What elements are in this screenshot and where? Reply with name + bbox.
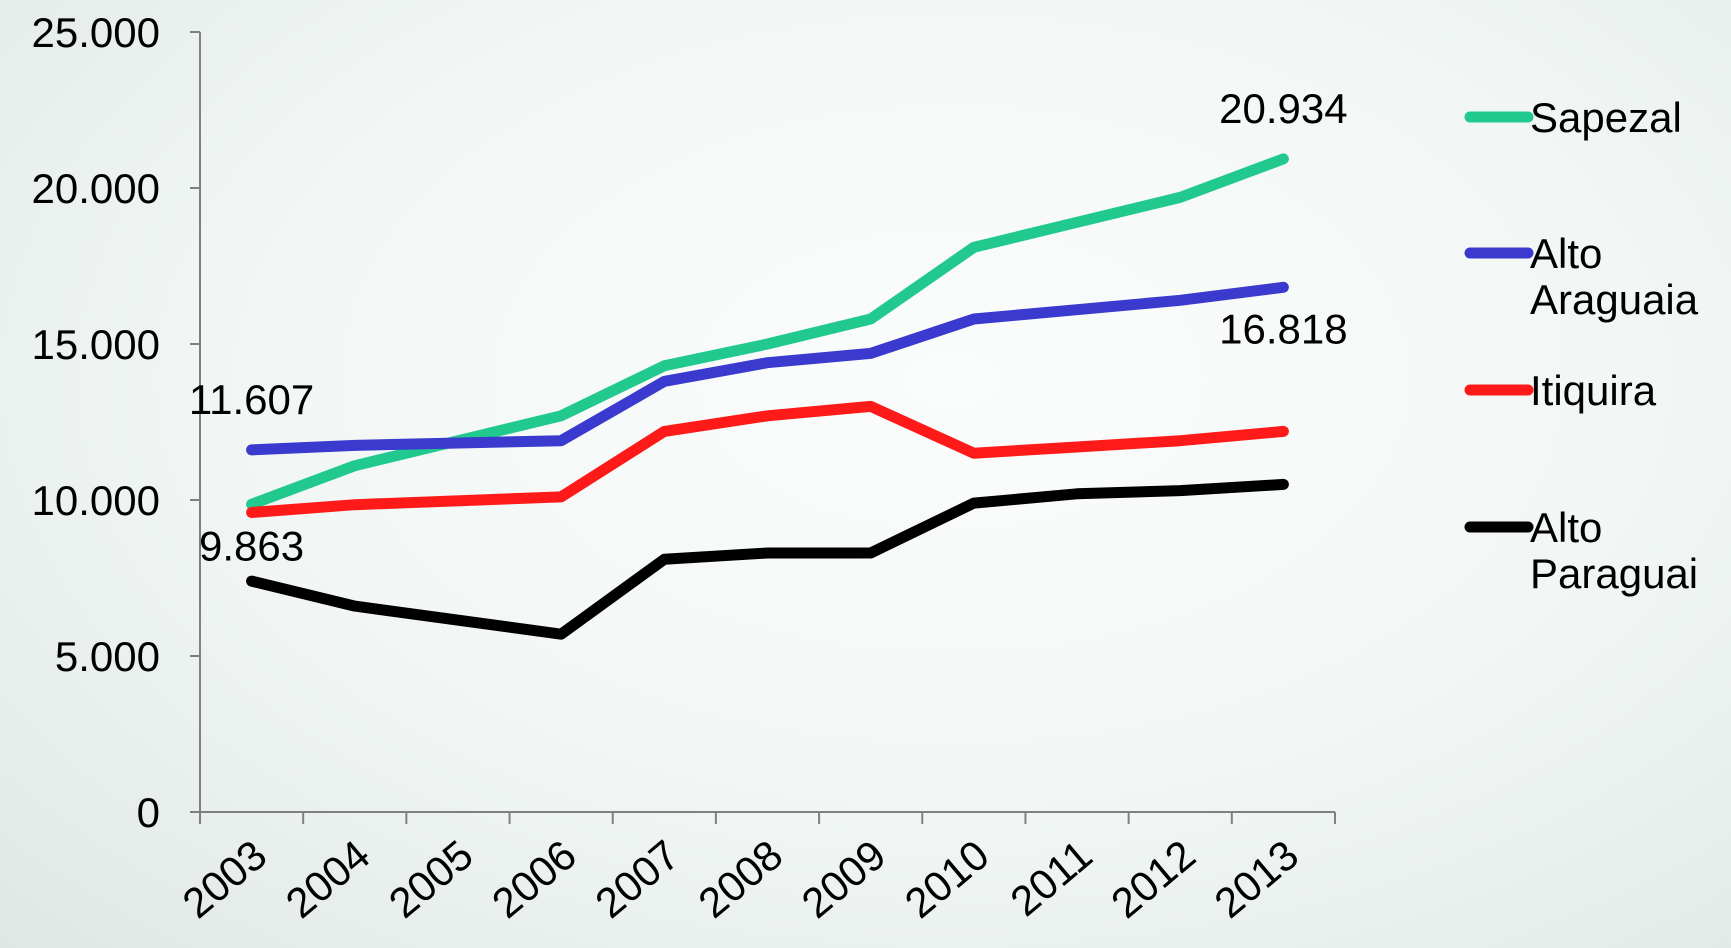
x-tick-label: 2009 (793, 831, 895, 927)
legend-label-line: Alto (1530, 230, 1602, 277)
series-line-alto-paraguai (246, 478, 1289, 640)
x-tick-label: 2005 (380, 831, 482, 927)
legend-label: Sapezal (1530, 94, 1682, 141)
data-label: 11.607 (189, 376, 314, 423)
y-tick-label: 10.000 (32, 477, 160, 524)
x-tick-label: 2004 (277, 831, 379, 927)
series-line-sapezal (246, 153, 1289, 510)
series-lines (246, 153, 1289, 640)
data-label: 20.934 (1219, 85, 1347, 132)
x-tick-label: 2006 (483, 831, 585, 927)
y-tick-label: 25.000 (32, 9, 160, 56)
legend-label-line: Araguaia (1530, 276, 1699, 323)
legend-label: Itiquira (1530, 367, 1657, 414)
legend-label-line: Paraguai (1530, 550, 1698, 597)
data-label: 16.818 (1219, 305, 1347, 352)
x-tick-label: 2008 (689, 831, 791, 927)
x-tick-label: 2012 (1102, 831, 1204, 927)
x-tick-label: 2007 (586, 831, 688, 927)
y-tick-label: 20.000 (32, 165, 160, 212)
legend-label: Alto Paraguai (1530, 504, 1698, 597)
x-tick-label: 2010 (896, 831, 998, 927)
data-label: 9.863 (199, 522, 304, 569)
legend-label: Alto Araguaia (1530, 230, 1699, 323)
data-labels: 20.934 16.818 11.607 9.863 (189, 85, 1348, 569)
series-line-itiquira (246, 400, 1289, 518)
x-tick-label: 2013 (1205, 831, 1307, 927)
y-tick-label: 0 (137, 789, 160, 836)
legend-label-line: Alto (1530, 504, 1602, 551)
series-line-alto-araguaia (246, 281, 1289, 456)
x-tick-label: 2011 (1001, 831, 1100, 925)
y-tick-label: 15.000 (32, 321, 160, 368)
x-tick-label: 2003 (174, 831, 276, 927)
y-tick-label: 5.000 (55, 633, 160, 680)
